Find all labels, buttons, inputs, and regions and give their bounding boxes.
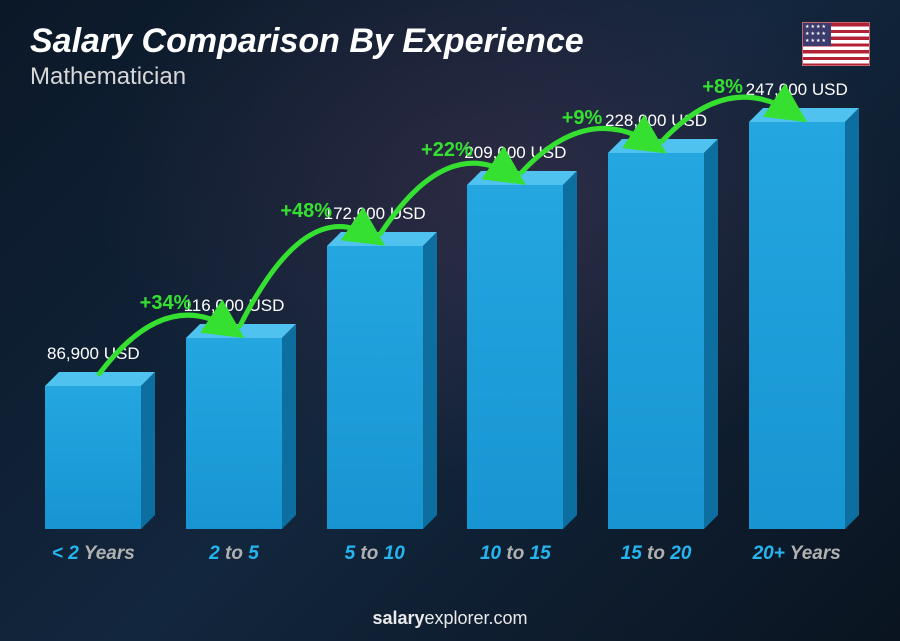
increase-arrow-icon — [30, 120, 860, 565]
title-block: Salary Comparison By Experience Mathemat… — [30, 22, 802, 91]
page-title: Salary Comparison By Experience — [30, 22, 802, 61]
bar-chart: 86,900 USD< 2 Years116,000 USD2 to 5172,… — [30, 120, 860, 565]
header: Salary Comparison By Experience Mathemat… — [0, 0, 900, 91]
footer-brand-bold: salary — [372, 608, 424, 628]
footer-brand-tld: .com — [489, 608, 528, 628]
pct-increase-label: +8% — [702, 76, 743, 99]
page-subtitle: Mathematician — [30, 63, 802, 91]
footer-brand: salaryexplorer.com — [0, 608, 900, 629]
us-flag-icon — [802, 22, 870, 66]
footer-brand-rest: explorer — [425, 608, 489, 628]
